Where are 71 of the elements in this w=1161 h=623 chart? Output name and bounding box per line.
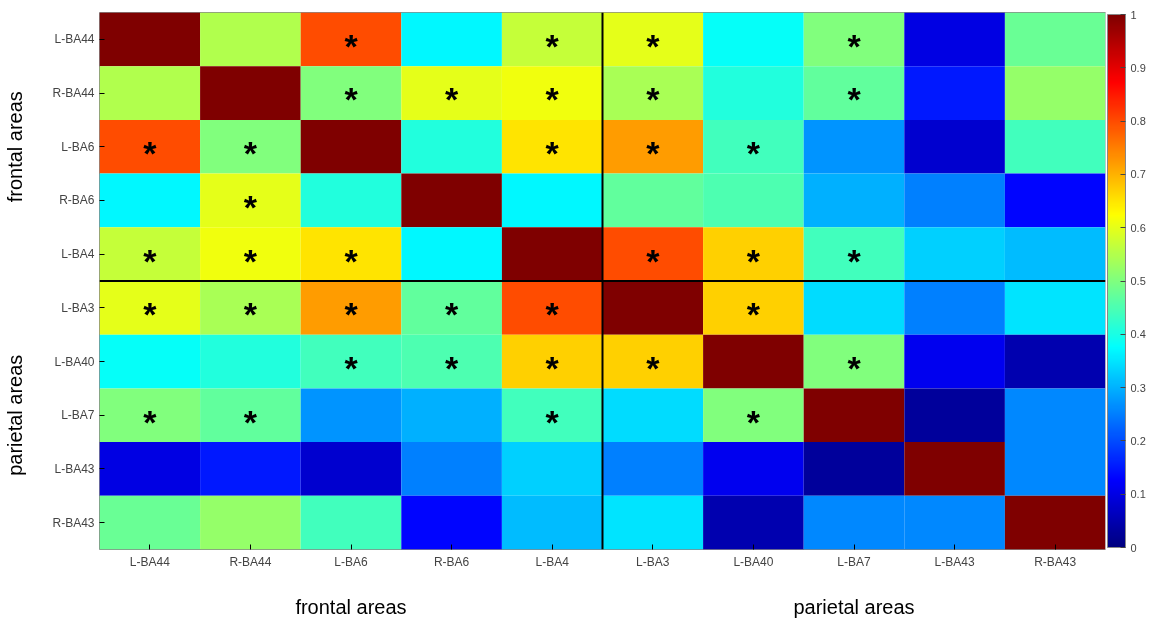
y-tick-label: L-BA4 <box>61 247 95 262</box>
data-label: * <box>143 241 158 280</box>
x-tick-label: R-BA43 <box>1034 554 1077 569</box>
y-tick-label: L-BA6 <box>61 139 95 154</box>
color-bar-label: 0 <box>1130 541 1137 554</box>
data-label: * <box>646 80 661 119</box>
color-bar-label: 0.9 <box>1130 61 1146 74</box>
data-label: * <box>344 26 359 65</box>
x-tick-label: L-BA7 <box>837 554 871 569</box>
data-label: * <box>243 134 258 173</box>
data-label: * <box>847 80 862 119</box>
x-tick-label: L-BA6 <box>334 554 368 569</box>
y-tick-label: R-BA6 <box>59 193 95 208</box>
data-label: * <box>344 348 359 387</box>
data-label: * <box>243 187 258 226</box>
data-label: * <box>847 241 862 280</box>
data-label: * <box>746 402 761 441</box>
color-bar-label: 0.8 <box>1130 115 1146 128</box>
x-tick-label: L-BA3 <box>636 554 670 569</box>
data-label: * <box>646 26 661 65</box>
data-label: * <box>545 348 560 387</box>
y-tick-label: L-BA40 <box>54 354 95 369</box>
y-tick-label: L-BA3 <box>61 300 95 315</box>
color-bar-label: 0.2 <box>1130 434 1146 447</box>
data-label: * <box>444 348 459 387</box>
data-label: * <box>143 134 158 173</box>
data-label: * <box>746 241 761 280</box>
x-tick-label: L-BA43 <box>934 554 975 569</box>
y-tick-label: L-BA7 <box>61 408 95 423</box>
data-label: * <box>444 295 459 334</box>
text: parietal areas <box>793 595 915 618</box>
x-tick-label: L-BA4 <box>535 554 570 569</box>
color-bar-label: 1 <box>1130 8 1137 21</box>
x-tick-label: R-BA6 <box>433 554 470 569</box>
data-label: * <box>847 348 862 387</box>
y-tick-label: L-BA43 <box>54 461 95 476</box>
color-bar-label: 0.7 <box>1130 168 1146 181</box>
color-bar-label: 0.4 <box>1130 328 1146 341</box>
data-label: * <box>847 26 862 65</box>
y-tick-label: R-BA43 <box>52 515 95 530</box>
data-label: * <box>344 80 359 119</box>
data-label: * <box>344 295 359 334</box>
data-label: * <box>746 295 761 334</box>
text: frontal areas <box>3 91 26 203</box>
data-label: * <box>344 241 359 280</box>
text: parietal areas <box>3 354 26 476</box>
data-label: * <box>545 26 560 65</box>
data-label: * <box>243 295 258 334</box>
data-label: * <box>143 295 158 334</box>
data-label: * <box>444 80 459 119</box>
data-label: * <box>646 241 661 280</box>
color-bar-label: 0.1 <box>1130 488 1146 501</box>
y-tick-label: L-BA44 <box>54 32 95 47</box>
data-label: * <box>545 402 560 441</box>
data-label: * <box>646 134 661 173</box>
data-label: * <box>243 402 258 441</box>
x-tick-label: R-BA44 <box>229 554 272 569</box>
x-tick-label: L-BA44 <box>129 554 171 569</box>
y-tick-label: R-BA44 <box>52 86 95 101</box>
data-label: * <box>243 241 258 280</box>
data-label: * <box>545 134 560 173</box>
text: frontal areas <box>295 595 407 618</box>
data-label: * <box>646 348 661 387</box>
color-bar-label: 0.3 <box>1130 381 1146 394</box>
x-tick-label: L-BA40 <box>733 554 774 569</box>
color-bar-label: 0.6 <box>1130 221 1146 234</box>
color-bar-label: 0.5 <box>1130 275 1146 287</box>
data-label: * <box>746 134 761 173</box>
data-label: * <box>143 402 158 441</box>
data-label: * <box>545 80 560 119</box>
data-label: * <box>545 295 560 334</box>
